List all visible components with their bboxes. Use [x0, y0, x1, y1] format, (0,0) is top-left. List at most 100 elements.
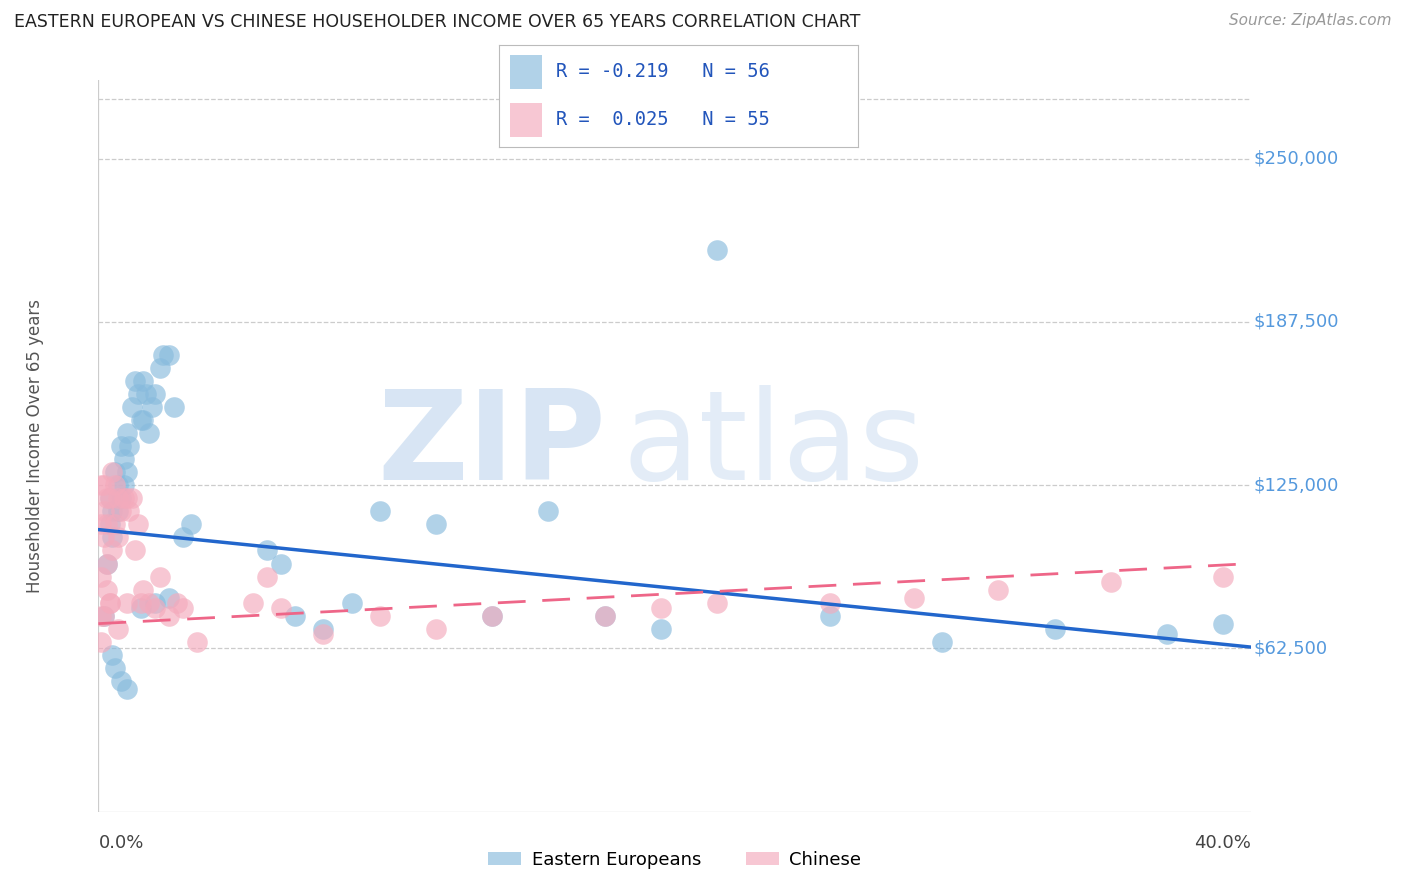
- Point: [115, 681, 138, 696]
- Point: [104, 478, 127, 492]
- Point: [340, 596, 363, 610]
- Point: [650, 622, 672, 636]
- Point: [107, 478, 129, 492]
- Point: [90, 635, 112, 649]
- Point: [368, 504, 391, 518]
- Bar: [510, 103, 543, 137]
- Point: [650, 601, 672, 615]
- Point: [93, 608, 115, 623]
- Point: [112, 491, 135, 506]
- Point: [129, 601, 152, 615]
- Point: [593, 608, 616, 623]
- Point: [121, 491, 143, 506]
- Point: [101, 543, 124, 558]
- Point: [368, 608, 391, 623]
- Text: Source: ZipAtlas.com: Source: ZipAtlas.com: [1229, 13, 1392, 29]
- Text: $62,500: $62,500: [1254, 640, 1327, 657]
- Point: [132, 374, 155, 388]
- Point: [90, 569, 112, 583]
- Point: [141, 400, 163, 414]
- Legend: Eastern Europeans, Chinese: Eastern Europeans, Chinese: [481, 844, 869, 876]
- Point: [90, 478, 112, 492]
- Point: [157, 608, 180, 623]
- Point: [110, 504, 132, 518]
- Text: R = -0.219   N = 56: R = -0.219 N = 56: [557, 62, 770, 81]
- Point: [101, 648, 124, 662]
- Point: [121, 400, 143, 414]
- Point: [157, 348, 180, 362]
- Point: [138, 425, 160, 440]
- Point: [129, 413, 152, 427]
- Point: [270, 557, 292, 571]
- Point: [242, 596, 264, 610]
- Point: [481, 608, 503, 623]
- Point: [138, 596, 160, 610]
- Point: [98, 596, 121, 610]
- Bar: [510, 55, 543, 88]
- Point: [129, 596, 152, 610]
- Point: [270, 601, 292, 615]
- Point: [818, 596, 841, 610]
- Point: [166, 596, 188, 610]
- Point: [1156, 627, 1178, 641]
- Point: [1043, 622, 1066, 636]
- Text: $125,000: $125,000: [1254, 476, 1339, 494]
- Point: [143, 601, 166, 615]
- Point: [903, 591, 925, 605]
- Point: [104, 465, 127, 479]
- Point: [256, 569, 278, 583]
- Point: [284, 608, 307, 623]
- Text: R =  0.025   N = 55: R = 0.025 N = 55: [557, 111, 770, 129]
- Point: [115, 491, 138, 506]
- Point: [149, 360, 172, 375]
- Point: [115, 425, 138, 440]
- Point: [118, 504, 141, 518]
- Point: [107, 491, 129, 506]
- Point: [1099, 574, 1122, 589]
- Point: [706, 243, 728, 257]
- Point: [163, 400, 186, 414]
- Point: [93, 478, 115, 492]
- Point: [127, 517, 149, 532]
- Point: [256, 543, 278, 558]
- Point: [1212, 569, 1234, 583]
- Text: Householder Income Over 65 years: Householder Income Over 65 years: [25, 299, 44, 593]
- Point: [149, 569, 172, 583]
- Point: [118, 439, 141, 453]
- Point: [93, 504, 115, 518]
- Point: [98, 491, 121, 506]
- Point: [425, 517, 447, 532]
- Point: [143, 386, 166, 401]
- Text: 40.0%: 40.0%: [1195, 834, 1251, 852]
- Point: [132, 413, 155, 427]
- Point: [104, 661, 127, 675]
- Point: [90, 608, 112, 623]
- Point: [112, 452, 135, 467]
- Point: [132, 582, 155, 597]
- Point: [98, 517, 121, 532]
- Point: [98, 491, 121, 506]
- Point: [107, 504, 129, 518]
- Point: [98, 596, 121, 610]
- Point: [104, 517, 127, 532]
- Point: [93, 530, 115, 544]
- Point: [818, 608, 841, 623]
- Point: [172, 530, 194, 544]
- Point: [96, 557, 118, 571]
- Point: [1212, 616, 1234, 631]
- Point: [425, 622, 447, 636]
- Point: [157, 591, 180, 605]
- Point: [143, 596, 166, 610]
- Point: [101, 465, 124, 479]
- Point: [312, 627, 335, 641]
- Point: [481, 608, 503, 623]
- Point: [124, 543, 146, 558]
- Point: [107, 530, 129, 544]
- Point: [96, 557, 118, 571]
- Point: [180, 517, 202, 532]
- Point: [127, 386, 149, 401]
- Point: [135, 386, 157, 401]
- Point: [90, 517, 112, 532]
- Point: [96, 517, 118, 532]
- Point: [312, 622, 335, 636]
